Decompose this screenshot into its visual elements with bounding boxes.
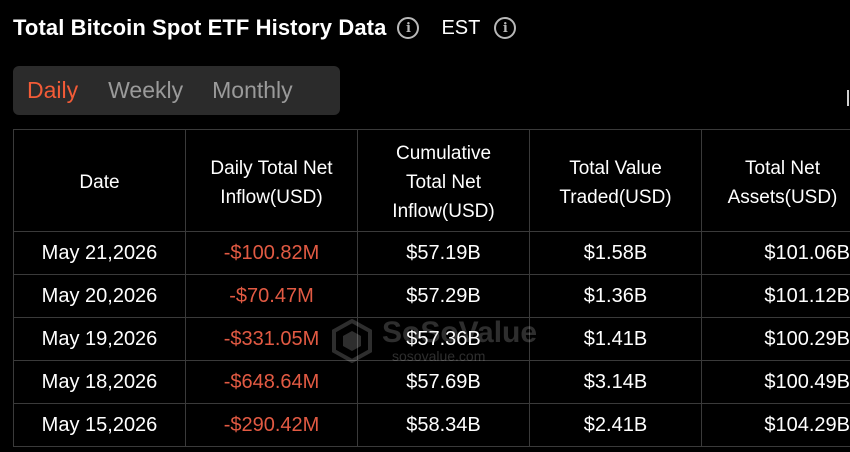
cell-cumulative-net-inflow: $57.69B xyxy=(357,360,530,404)
cell-net-assets: $104.29B xyxy=(701,403,850,447)
header-line: Inflow(USD) xyxy=(220,186,323,208)
cell-date: May 20,2026 xyxy=(13,274,186,318)
table-row: May 18,2026 -$648.64M $57.69B $3.14B $10… xyxy=(13,360,850,404)
cell-cumulative-net-inflow: $57.29B xyxy=(357,274,530,318)
table-row: May 20,2026 -$70.47M $57.29B $1.36B $101… xyxy=(13,274,850,318)
cell-date: May 19,2026 xyxy=(13,317,186,361)
cell-daily-net-inflow: -$100.82M xyxy=(185,231,358,275)
cell-date: May 18,2026 xyxy=(13,360,186,404)
header-line: Traded(USD) xyxy=(559,186,672,208)
cell-date: May 21,2026 xyxy=(13,231,186,275)
column-header-date[interactable]: Date xyxy=(13,129,186,232)
tab-monthly[interactable]: Monthly xyxy=(212,77,293,103)
table-row: May 19,2026 -$331.05M $57.36B $1.41B $10… xyxy=(13,317,850,361)
header: Total Bitcoin Spot ETF History Data i ES… xyxy=(13,12,517,44)
cell-cumulative-net-inflow: $58.34B xyxy=(357,403,530,447)
timezone-info-icon[interactable]: i xyxy=(494,17,517,39)
cell-value-traded: $1.36B xyxy=(529,274,702,318)
period-tabs: Daily Weekly Monthly xyxy=(13,66,340,115)
table-header-row: Date Daily Total Net Inflow(USD) Cumulat… xyxy=(13,129,850,232)
header-line: Assets(USD) xyxy=(727,186,838,208)
header-line: Cumulative xyxy=(395,143,492,164)
cell-net-assets: $100.49B xyxy=(701,360,850,404)
header-line: Total Value xyxy=(569,157,662,179)
tab-weekly[interactable]: Weekly xyxy=(108,77,184,103)
cell-value-traded: $1.58B xyxy=(529,231,702,275)
cell-cumulative-net-inflow: $57.19B xyxy=(357,231,530,275)
timezone-label: EST xyxy=(441,16,481,39)
header-line: Date xyxy=(79,172,120,193)
cell-value-traded: $1.41B xyxy=(529,317,702,361)
cell-value-traded: $3.14B xyxy=(529,360,702,404)
cell-value-traded: $2.41B xyxy=(529,403,702,447)
header-line: Inflow(USD) xyxy=(392,201,495,222)
cell-net-assets: $101.06B xyxy=(701,231,850,275)
header-line: Total Net xyxy=(406,172,481,193)
cell-date: May 15,2026 xyxy=(13,403,186,447)
column-header-net-assets[interactable]: Total Net Assets(USD) xyxy=(701,129,850,232)
history-table-container[interactable]: Date Daily Total Net Inflow(USD) Cumulat… xyxy=(13,129,850,452)
cell-daily-net-inflow: -$648.64M xyxy=(185,360,358,404)
column-header-daily-net-inflow[interactable]: Daily Total Net Inflow(USD) xyxy=(185,129,358,232)
cell-daily-net-inflow: -$331.05M xyxy=(185,317,358,361)
edge-marker xyxy=(847,90,849,106)
history-table: Date Daily Total Net Inflow(USD) Cumulat… xyxy=(13,129,850,447)
cell-net-assets: $101.12B xyxy=(701,274,850,318)
table-row: May 21,2026 -$100.82M $57.19B $1.58B $10… xyxy=(13,231,850,275)
cell-daily-net-inflow: -$290.42M xyxy=(185,403,358,447)
table-row: May 15,2026 -$290.42M $58.34B $2.41B $10… xyxy=(13,403,850,447)
tab-daily[interactable]: Daily xyxy=(27,77,79,103)
page-title: Total Bitcoin Spot ETF History Data xyxy=(13,15,387,40)
column-header-value-traded[interactable]: Total Value Traded(USD) xyxy=(529,129,702,232)
header-line: Daily Total Net xyxy=(210,157,333,179)
cell-daily-net-inflow: -$70.47M xyxy=(185,274,358,318)
cell-cumulative-net-inflow: $57.36B xyxy=(357,317,530,361)
header-line: Total Net xyxy=(745,157,820,179)
cell-net-assets: $100.29B xyxy=(701,317,850,361)
column-header-cumulative-net-inflow[interactable]: Cumulative Total Net Inflow(USD) xyxy=(357,129,530,232)
info-icon[interactable]: i xyxy=(397,17,420,39)
